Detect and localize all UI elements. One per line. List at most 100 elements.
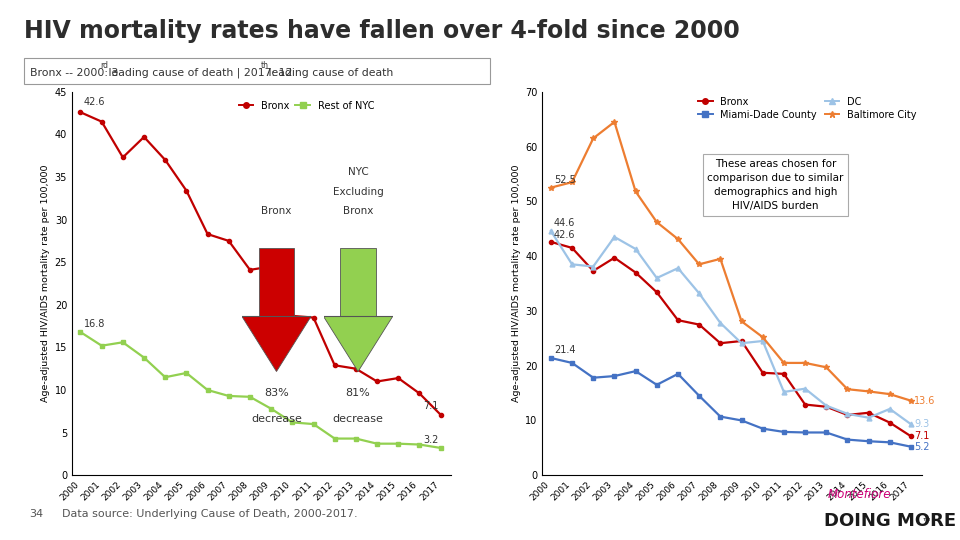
Text: 44.6: 44.6	[554, 218, 575, 228]
Text: DOING MORE: DOING MORE	[824, 512, 956, 530]
Miami-Dade County	[672, 370, 684, 377]
DC	[884, 406, 896, 412]
Rest of NYC	[138, 354, 150, 361]
Bronx	[672, 317, 684, 323]
Line: Rest of NYC: Rest of NYC	[79, 330, 443, 450]
Bar	[258, 248, 295, 316]
Bronx	[202, 231, 213, 237]
DC	[566, 261, 578, 268]
Bronx	[286, 313, 298, 319]
Rest of NYC	[435, 445, 446, 451]
DC	[779, 389, 790, 395]
Legend: Bronx, Miami-Dade County, DC, Baltimore City: Bronx, Miami-Dade County, DC, Baltimore …	[694, 93, 921, 124]
DC	[756, 338, 768, 345]
Baltimore City	[609, 119, 620, 125]
Bronx	[779, 370, 790, 377]
Miami-Dade County	[842, 436, 853, 443]
Baltimore City	[735, 318, 747, 325]
Text: Bronx: Bronx	[261, 206, 292, 216]
Bronx	[159, 157, 171, 163]
Bronx	[350, 366, 362, 372]
Legend: Bronx, Rest of NYC: Bronx, Rest of NYC	[235, 97, 378, 114]
Rest of NYC	[180, 370, 192, 376]
Bronx	[329, 362, 341, 368]
Bronx	[714, 340, 726, 347]
Bronx	[588, 268, 599, 274]
Bronx	[905, 433, 917, 440]
Text: 83%: 83%	[264, 388, 289, 398]
DC	[905, 421, 917, 428]
Miami-Dade County	[588, 374, 599, 381]
Rest of NYC	[414, 441, 425, 448]
Line: Miami-Dade County: Miami-Dade County	[549, 356, 913, 449]
Bronx	[75, 109, 86, 116]
Bronx	[566, 245, 578, 251]
Line: DC: DC	[548, 228, 913, 427]
Miami-Dade County	[566, 360, 578, 366]
Bronx	[308, 314, 320, 321]
Rest of NYC	[75, 329, 86, 335]
Rest of NYC	[350, 435, 362, 442]
Baltimore City	[800, 360, 811, 366]
DC	[609, 234, 620, 240]
Baltimore City	[779, 360, 790, 366]
Bronx	[651, 289, 662, 295]
Text: ™: ™	[922, 516, 931, 526]
Baltimore City	[842, 386, 853, 393]
Rest of NYC	[202, 387, 213, 393]
Text: 16.8: 16.8	[84, 319, 105, 329]
Miami-Dade County	[821, 429, 832, 436]
Baltimore City	[905, 397, 917, 404]
Bronx	[545, 239, 557, 245]
Text: 3.2: 3.2	[423, 435, 439, 445]
Line: Bronx: Bronx	[79, 110, 443, 417]
Miami-Dade County	[735, 417, 747, 424]
Miami-Dade County	[630, 368, 641, 374]
Baltimore City	[714, 255, 726, 262]
Bronx	[372, 378, 383, 384]
Baltimore City	[693, 261, 705, 268]
Y-axis label: Age-adjusted HIV/AIDS mortality rate per 100,000: Age-adjusted HIV/AIDS mortality rate per…	[41, 165, 51, 402]
Miami-Dade County	[905, 443, 917, 450]
Text: Bronx: Bronx	[343, 206, 373, 216]
Text: Data source: Underlying Cause of Death, 2000-2017.: Data source: Underlying Cause of Death, …	[62, 509, 358, 519]
Bronx	[244, 267, 255, 273]
Bronx	[180, 187, 192, 194]
DC	[714, 320, 726, 326]
Text: 9.3: 9.3	[914, 419, 929, 429]
Rest of NYC	[223, 393, 234, 399]
Text: 34: 34	[29, 509, 43, 519]
DC	[863, 415, 875, 421]
Baltimore City	[821, 364, 832, 370]
DC	[693, 290, 705, 296]
Rest of NYC	[372, 441, 383, 447]
Bronx	[265, 263, 276, 269]
Bronx	[735, 338, 747, 345]
Baltimore City	[884, 391, 896, 397]
Miami-Dade County	[756, 426, 768, 432]
Bronx	[693, 321, 705, 328]
Bronx	[96, 118, 108, 125]
DC	[800, 386, 811, 392]
Text: 42.6: 42.6	[554, 230, 576, 240]
Text: 5.2: 5.2	[914, 442, 929, 452]
Text: decrease: decrease	[333, 414, 383, 424]
Rest of NYC	[265, 406, 276, 412]
DC	[630, 246, 641, 252]
Text: 21.4: 21.4	[554, 345, 576, 355]
Text: Montefiore: Montefiore	[828, 488, 891, 501]
Text: HIV mortality rates have fallen over 4-fold since 2000: HIV mortality rates have fallen over 4-f…	[24, 19, 740, 43]
Rest of NYC	[286, 419, 298, 426]
Miami-Dade County	[779, 429, 790, 435]
Bar	[340, 248, 376, 316]
Bronx	[630, 269, 641, 276]
Baltimore City	[863, 388, 875, 395]
Miami-Dade County	[714, 413, 726, 420]
Text: 7.1: 7.1	[423, 401, 439, 411]
Line: Baltimore City: Baltimore City	[548, 119, 914, 403]
Text: rd: rd	[101, 60, 108, 70]
Miami-Dade County	[651, 382, 662, 388]
Bronx	[393, 375, 404, 381]
Polygon shape	[242, 316, 311, 372]
Baltimore City	[545, 184, 557, 191]
